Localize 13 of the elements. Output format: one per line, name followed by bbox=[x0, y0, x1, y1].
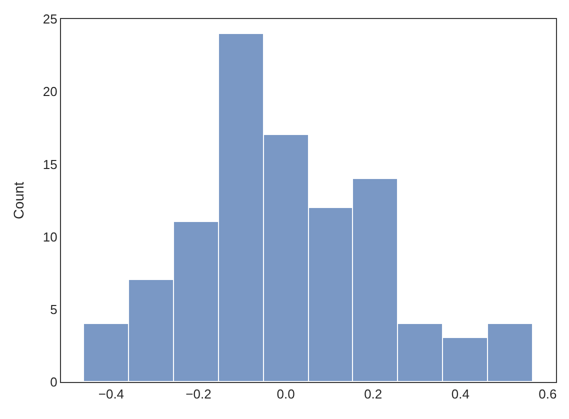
x-tick-label: 0.4 bbox=[451, 386, 470, 402]
y-tick-label: 5 bbox=[50, 302, 58, 317]
y-tick-label: 15 bbox=[42, 156, 58, 172]
x-tick-label: 0.2 bbox=[364, 386, 382, 402]
x-tick-label: −0.4 bbox=[98, 386, 124, 402]
y-tick-label: 10 bbox=[42, 229, 58, 244]
x-tick-label: 0.6 bbox=[538, 386, 557, 402]
y-axis-title: Count bbox=[10, 182, 27, 220]
x-tick-label: −0.2 bbox=[186, 386, 212, 402]
y-tick-label: 20 bbox=[42, 84, 58, 100]
x-tick-label: 0.0 bbox=[276, 386, 295, 402]
y-tick-label: 25 bbox=[42, 12, 58, 27]
y-tick-label: 0 bbox=[50, 374, 58, 390]
